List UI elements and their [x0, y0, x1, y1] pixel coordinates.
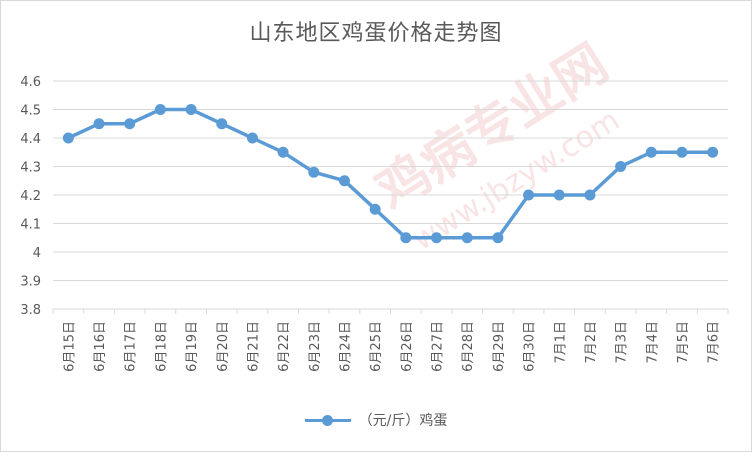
y-axis-tick-labels: 3.8 3.9 4 4.1 4.2 4.3 4.4 4.5 4.6 [20, 75, 41, 318]
x-tick-label: 6月18日 [154, 321, 169, 372]
x-tick-label: 6月16日 [93, 321, 108, 372]
data-point [584, 189, 596, 201]
x-tick-label: 6月23日 [308, 321, 323, 372]
x-tick-label: 6月21日 [246, 321, 261, 372]
legend-label: （元/斤）鸡蛋 [358, 413, 448, 429]
watermark: 鸡病专业网 www.jbzyw.com [366, 33, 626, 257]
data-point [400, 232, 412, 244]
y-tick-label: 4.2 [20, 189, 41, 204]
data-point [93, 118, 105, 130]
legend-swatch-icon [304, 411, 351, 429]
data-point [492, 232, 504, 244]
legend: （元/斤）鸡蛋 [1, 409, 751, 431]
y-tick-label: 4.5 [20, 104, 41, 119]
x-tick-label: 7月2日 [584, 321, 599, 364]
data-point [369, 203, 381, 215]
y-tick-label: 3.8 [20, 303, 41, 318]
data-point [615, 161, 627, 172]
series-line [66, 107, 715, 240]
x-tick-label: 6月24日 [338, 321, 353, 372]
x-tick-label: 6月30日 [523, 321, 538, 372]
x-tick-label: 6月29日 [492, 321, 507, 372]
series-egg-price [62, 104, 719, 244]
y-tick-label: 4.6 [20, 75, 41, 90]
x-tick-label: 6月25日 [369, 321, 384, 372]
data-point [154, 104, 166, 115]
x-tick-label: 6月26日 [400, 321, 415, 372]
x-tick-label: 6月19日 [185, 321, 200, 372]
y-tick-label: 4 [33, 246, 41, 261]
data-point [461, 232, 473, 244]
x-tick-label: 7月4日 [645, 321, 660, 364]
x-tick-label: 6月20日 [216, 321, 231, 372]
x-tick-label: 6月22日 [277, 321, 292, 372]
x-tick-label: 7月5日 [676, 321, 691, 364]
x-tick-label: 6月27日 [431, 321, 446, 372]
x-tick-label: 7月1日 [553, 321, 568, 364]
x-axis-tick-labels: 6月15日 6月16日 6月17日 6月18日 6月19日 6月20日 6月21日 6月22日… [62, 321, 721, 372]
data-point [124, 118, 136, 130]
chart-title: 山东地区鸡蛋价格走势图 [249, 21, 503, 46]
data-point [277, 146, 289, 158]
data-point [338, 175, 350, 187]
data-point [308, 166, 320, 178]
y-tick-label: 4.3 [20, 161, 41, 176]
data-point [707, 146, 719, 158]
data-point [676, 146, 688, 158]
y-tick-label: 4.4 [20, 132, 41, 147]
x-tick-label: 7月3日 [615, 321, 630, 364]
y-tick-label: 4.1 [20, 218, 41, 233]
data-point [431, 232, 443, 244]
x-tick-label: 6月28日 [461, 321, 476, 372]
x-tick-label: 7月6日 [707, 321, 722, 364]
data-point [523, 189, 535, 201]
x-tick-label: 6月17日 [124, 321, 139, 372]
data-point [216, 118, 228, 130]
data-point [645, 146, 657, 158]
data-point [185, 104, 197, 115]
x-tick-label: 6月15日 [62, 321, 77, 372]
data-point [553, 189, 565, 201]
data-point [246, 132, 258, 144]
y-tick-label: 3.9 [20, 275, 41, 290]
data-point [62, 132, 74, 144]
